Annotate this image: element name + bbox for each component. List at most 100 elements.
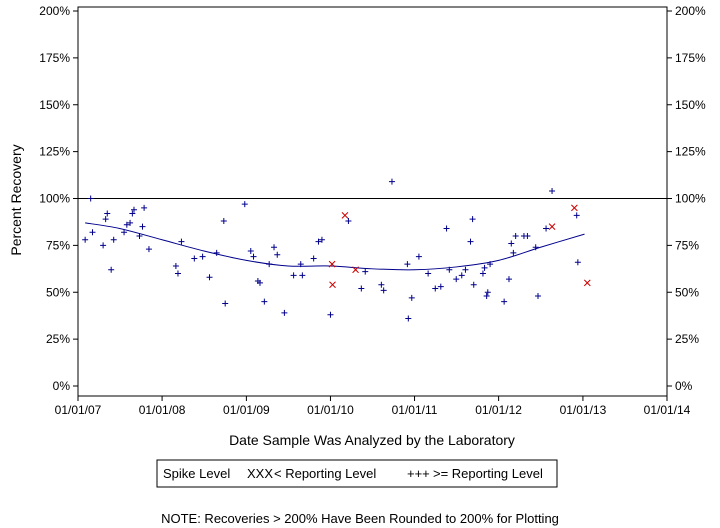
y-axis-title: Percent Recovery	[8, 144, 24, 255]
point-above-reporting	[266, 261, 273, 268]
point-above-reporting	[432, 285, 439, 292]
point-above-reporting	[274, 251, 281, 258]
x-tick-label: 01/01/08	[139, 403, 186, 417]
legend-box	[156, 459, 558, 488]
point-above-reporting	[241, 201, 248, 208]
point-above-reporting	[470, 281, 477, 288]
point-above-reporting	[318, 236, 325, 243]
point-below-reporting	[341, 212, 349, 219]
x-tick-label: 01/01/09	[223, 403, 270, 417]
point-above-reporting	[102, 216, 109, 223]
point-above-reporting	[573, 212, 580, 219]
point-above-reporting	[256, 279, 263, 286]
legend-symbol-above: +++	[407, 466, 430, 481]
point-above-reporting	[213, 249, 220, 256]
legend-symbol-below: XXX	[247, 466, 273, 481]
point-below-reporting	[328, 260, 336, 268]
trend-curve	[85, 222, 585, 271]
point-above-reporting	[297, 261, 304, 268]
point-below-reporting	[548, 223, 556, 230]
point-above-reporting	[136, 233, 143, 239]
y-tick-label-left: 150%	[39, 98, 70, 112]
point-above-reporting	[141, 204, 148, 211]
point-above-reporting	[483, 293, 490, 299]
x-axis: 01/01/07 01/01/08 01/01/09 01/01/10 01/01/11…	[55, 396, 691, 417]
point-above-reporting	[290, 272, 297, 279]
y-tick-label-right: 50%	[675, 285, 699, 299]
point-above-reporting	[178, 238, 185, 245]
point-above-reporting	[250, 253, 257, 260]
point-above-reporting	[87, 195, 94, 202]
point-above-reporting	[415, 253, 422, 260]
legend: Spike Level XXX < Reporting Level +++ >=…	[156, 459, 558, 488]
point-above-reporting	[469, 216, 476, 223]
x-tick-label: 01/01/11	[392, 403, 438, 417]
point-above-reporting	[408, 294, 415, 301]
y-tick-label-right: 25%	[675, 332, 699, 346]
point-above-reporting	[261, 298, 268, 305]
point-above-reporting	[404, 261, 411, 268]
point-above-reporting	[220, 218, 227, 224]
y-tick-label-right: 200%	[675, 4, 706, 18]
point-below-reporting	[352, 266, 359, 274]
x-tick-label: 01/01/14	[644, 403, 691, 417]
data-points	[82, 178, 591, 322]
y-tick-label-right: 100%	[675, 192, 706, 206]
point-above-reporting	[174, 270, 181, 277]
legend-label-above: >= Reporting Level	[433, 466, 543, 481]
point-above-reporting	[123, 221, 130, 228]
x-tick-label: 01/01/12	[475, 403, 522, 417]
point-above-reporting	[222, 300, 229, 307]
point-below-reporting	[583, 279, 591, 287]
point-above-reporting	[512, 233, 519, 239]
point-above-reporting	[191, 255, 198, 262]
point-below-reporting	[571, 204, 578, 212]
point-above-reporting	[532, 244, 539, 251]
y-tick-label-right: 0%	[675, 379, 693, 393]
point-above-reporting	[110, 236, 117, 243]
point-above-reporting	[462, 266, 469, 273]
y-tick-label-right: 175%	[675, 51, 706, 65]
point-above-reporting	[378, 281, 385, 288]
y-tick-label-left: 0%	[53, 379, 71, 393]
point-above-reporting	[437, 283, 444, 290]
y-tick-label-left: 50%	[46, 285, 70, 299]
y-tick-label-right: 125%	[675, 145, 706, 159]
point-above-reporting	[524, 233, 531, 239]
point-above-reporting	[510, 249, 517, 256]
point-above-reporting	[479, 270, 486, 277]
y-axis-left: 0% 25% 50% 75% 100% 125% 150% 175% 200%	[39, 4, 78, 393]
point-above-reporting	[172, 263, 179, 269]
point-above-reporting	[327, 311, 334, 318]
point-above-reporting	[121, 229, 128, 236]
y-tick-label-left: 100%	[39, 192, 70, 206]
x-tick-label: 01/01/13	[560, 403, 607, 417]
point-above-reporting	[129, 210, 136, 217]
point-above-reporting	[199, 253, 206, 260]
point-above-reporting	[425, 270, 432, 277]
point-above-reporting	[443, 225, 450, 232]
point-above-reporting	[271, 244, 278, 251]
y-axis-right: 0% 25% 50% 75% 100% 125% 150% 175% 200%	[667, 4, 706, 393]
point-above-reporting	[247, 248, 254, 254]
legend-title: Spike Level	[163, 466, 230, 481]
point-above-reporting	[345, 218, 352, 224]
point-above-reporting	[388, 178, 395, 185]
point-above-reporting	[315, 238, 322, 245]
point-above-reporting	[206, 274, 213, 281]
point-above-reporting	[299, 272, 306, 279]
y-tick-label-left: 125%	[39, 145, 70, 159]
point-above-reporting	[405, 315, 412, 322]
point-above-reporting	[484, 289, 491, 296]
point-above-reporting	[446, 266, 453, 273]
point-above-reporting	[145, 246, 152, 253]
legend-label-below: < Reporting Level	[274, 466, 376, 481]
point-above-reporting	[89, 229, 96, 236]
point-above-reporting	[100, 242, 107, 249]
footnote: NOTE: Recoveries > 200% Have Been Rounde…	[161, 511, 559, 526]
point-above-reporting	[130, 206, 137, 213]
x-axis-title: Date Sample Was Analyzed by the Laborato…	[229, 432, 515, 448]
point-above-reporting	[508, 240, 515, 247]
y-tick-label-left: 200%	[39, 4, 70, 18]
